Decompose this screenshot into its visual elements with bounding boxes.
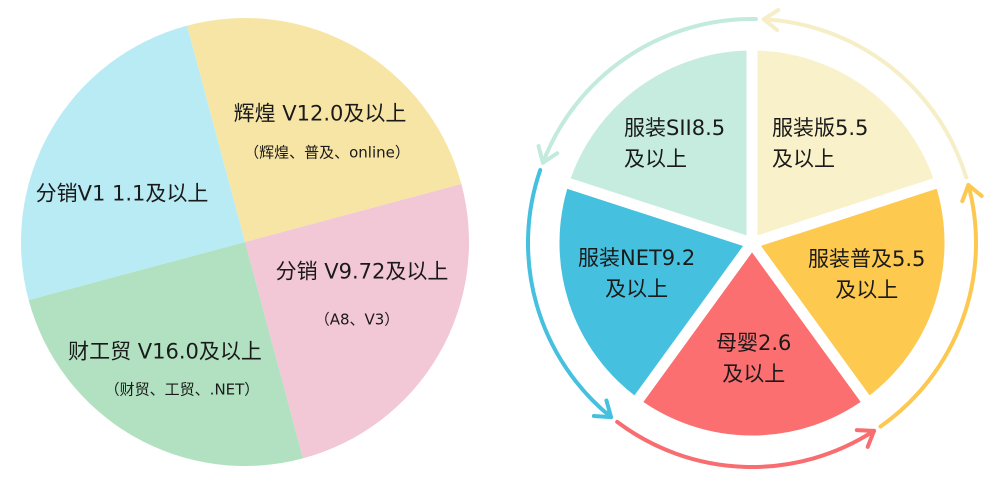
right-slice-label-muying: 母婴2.6 及以上 [716,331,792,386]
right-pie-slice [548,174,761,411]
left-pie-slice [245,184,469,459]
right-slice-label-fuzhuangpuji: 服装普及5.5 及以上 [808,247,926,302]
right-pie-slice [627,233,877,447]
cycle-arrow-arc [526,168,614,420]
left-pie-slice [187,17,462,242]
cycle-arrow-arc [615,419,876,469]
left-slice-subtitle-caigongmao: （财贸、工贸、.NET） [104,380,260,399]
left-pie-slice [20,25,245,300]
left-slice-subtitle-huihuang: （辉煌、普及、online） [244,143,410,162]
left-pie-slice [28,242,303,466]
left-slice-subtitle-fenxiao-v9: （A8、V3） [314,310,400,329]
right-slice-label-fuzhuangsii: 服装SII8.5 及以上 [624,116,726,171]
left-slice-title-huihuang: 辉煌 V12.0及以上 [233,101,407,126]
right-slice-label-fuzhuangban: 服装版5.5 及以上 [772,116,869,171]
left-slice-title-caigongmao: 财工贸 V16.0及以上 [68,339,262,364]
arrowhead-icon [761,8,781,33]
cycle-arrow-arc [878,183,978,429]
right-slice-label-fuzhuangnet: 服装NET9.2 及以上 [578,246,696,301]
right-pie-slice [556,39,758,251]
arrowhead-icon [854,428,876,449]
arrowhead-icon [536,144,560,165]
left-slice-title-fenxiao-v1: 分销V1 1.1及以上 [35,181,209,206]
right-pie-slice [743,174,956,411]
arrowhead-icon [960,183,984,204]
cycle-arrow-arc [761,17,969,180]
arrowhead-icon [591,398,614,420]
cycle-arrow-arc [540,17,758,165]
left-slice-title-fenxiao-v9: 分销 V9.72及以上 [275,259,449,284]
